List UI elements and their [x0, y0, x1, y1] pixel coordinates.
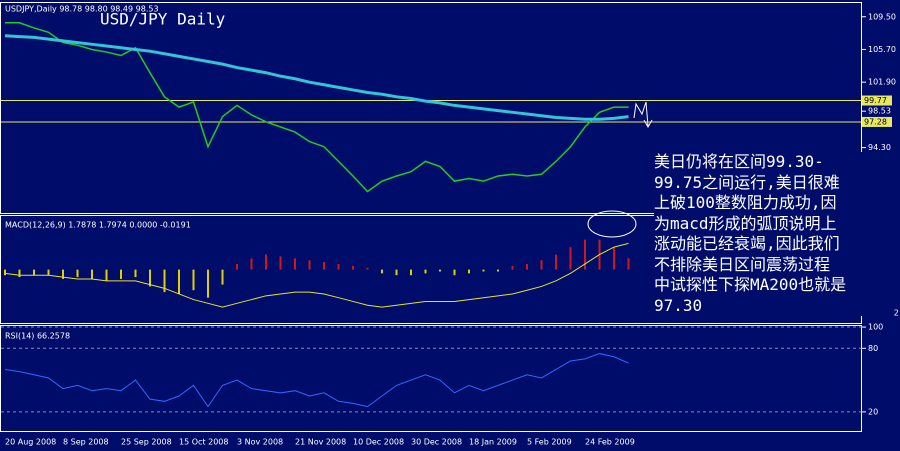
x-tick-label: 15 Oct 2008 [179, 438, 228, 447]
marker [633, 101, 653, 129]
y-tick-label: 105.70 [868, 45, 896, 54]
histogram-bar [381, 269, 383, 274]
histogram-bar [76, 269, 79, 278]
histogram-bar [120, 269, 122, 279]
histogram-bar [627, 258, 630, 270]
histogram-bar [555, 254, 557, 270]
level-label: 97.28 [864, 117, 887, 126]
histogram-bar [105, 269, 108, 281]
x-tick-label: 21 Nov 2008 [295, 438, 346, 447]
histogram-bar [410, 269, 412, 276]
histogram-bar [540, 260, 543, 270]
rsi-frame [0, 325, 862, 432]
x-tick-label: 18 Jan 2009 [469, 438, 517, 447]
annotation-line: 美日仍将在区间99.30- [654, 152, 824, 171]
histogram-bar [613, 247, 615, 270]
series-line [4, 34, 629, 121]
histogram-bar [497, 269, 499, 272]
y-tick-label: 80 [868, 344, 878, 353]
histogram-bar [221, 269, 224, 285]
x-tick-label: 3 Nov 2008 [237, 438, 283, 447]
histogram-bar [395, 269, 398, 276]
x-tick-label: 8 Sep 2008 [63, 438, 109, 447]
annotation: 美日仍将在区间99.30- 99.75之间运行,美日很难 上破100整数阻力成功,因… [654, 152, 894, 316]
histogram-bar [91, 269, 93, 279]
histogram-bar [33, 269, 35, 276]
series-line [5, 22, 629, 193]
histogram-bar [294, 258, 296, 270]
histogram-bar [526, 263, 528, 270]
histogram-bar [468, 269, 470, 274]
annotation-line: 97.30 [654, 295, 703, 315]
x-tick-label: 20 Aug 2008 [5, 438, 56, 447]
histogram-bar [18, 269, 21, 278]
histogram-bar [178, 269, 180, 294]
histogram-bar [62, 269, 64, 279]
level-label: 99.77 [864, 96, 887, 105]
symbol-label: USDJPY,Daily 98.78 98.80 98.49 98.53 [5, 5, 159, 14]
chart-title: USD/JPY Daily [100, 10, 226, 29]
histogram-bar [584, 239, 586, 270]
histogram-bar [453, 269, 456, 276]
last-price-label: 98.53 [868, 107, 891, 116]
annotation-line: 99.75之间运行,美日很难 [654, 172, 840, 192]
highlight-ellipse [587, 210, 637, 238]
macd-label: MACD(12,26,9) 1.7878 1.7974 0.0000 -0.01… [5, 221, 191, 230]
annotation-line: 中试探性下探MA200也就是 [654, 275, 847, 294]
histogram-bar [308, 260, 311, 270]
histogram-bar [47, 269, 50, 276]
y-tick-label: 109.50 [868, 12, 896, 21]
level-tag [862, 95, 892, 106]
histogram-bar [207, 269, 209, 298]
histogram-bar [4, 269, 6, 276]
x-tick-label: 10 Dec 2008 [353, 438, 404, 447]
x-tick-label: 5 Feb 2009 [527, 438, 572, 447]
histogram-bar [482, 269, 485, 272]
annotation-line: 上破100整数阻力成功,因 [654, 193, 837, 212]
histogram-bar [323, 262, 325, 270]
histogram-bar [163, 269, 166, 293]
x-tick-label: 24 Feb 2009 [585, 438, 635, 447]
histogram-bar [424, 269, 427, 274]
annotation-line: 不排除美日区间震荡过程 [654, 254, 831, 274]
histogram-bar [250, 258, 253, 270]
y-tick-label: 20 [868, 407, 878, 416]
histogram-bar [134, 269, 137, 278]
y-tick-label: 94.30 [868, 143, 891, 152]
histogram-bar [352, 265, 354, 270]
histogram-bar [149, 269, 151, 287]
price-frame [0, 2, 862, 214]
series-line [4, 353, 629, 408]
histogram-bar [265, 254, 267, 270]
annotation-line: 涨动能已经衰竭,因此我们 [654, 234, 840, 253]
histogram-bar [192, 269, 195, 291]
x-tick-label: 25 Sep 2008 [121, 438, 172, 447]
histogram-bar [569, 247, 572, 270]
y-tick-label: 101.90 [868, 78, 896, 87]
rsi-label: RSI(14) 66.2578 [5, 332, 70, 341]
histogram-bar [236, 263, 238, 270]
annotation-line: 为macd形成的弧顶说明上 [654, 213, 837, 233]
histogram-bar [511, 265, 514, 270]
histogram-bar [366, 267, 369, 270]
histogram-bar [279, 256, 282, 270]
series-line [4, 242, 629, 308]
histogram-bar [439, 269, 441, 272]
histogram-bar [337, 263, 340, 270]
x-tick-label: 30 Dec 2008 [411, 438, 462, 447]
level-tag [862, 116, 892, 127]
y-tick-label: 100 [868, 323, 883, 332]
